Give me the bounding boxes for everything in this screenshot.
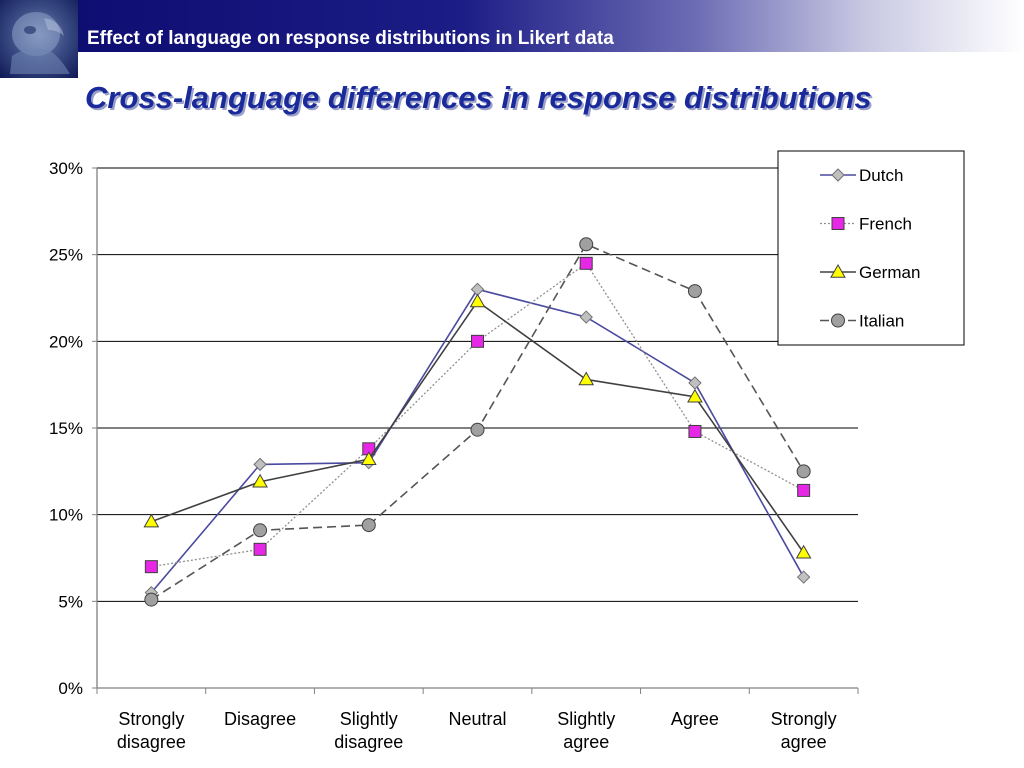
logo-icon — [0, 0, 78, 78]
data-point-french — [797, 483, 811, 497]
x-tick-label: Strongly agree — [771, 709, 837, 752]
data-point-italian — [579, 237, 594, 252]
data-point-italian — [796, 464, 811, 479]
y-tick-label: 0% — [58, 679, 83, 698]
y-tick-label: 30% — [49, 159, 83, 178]
x-tick-label: Agree — [671, 709, 719, 729]
data-point-german — [687, 388, 703, 403]
data-point-german — [795, 544, 812, 559]
data-point-german — [578, 371, 595, 386]
data-point-french — [579, 256, 593, 270]
data-point-italian — [361, 518, 376, 533]
header-title: Effect of language on response distribut… — [87, 28, 614, 49]
data-point-french — [471, 334, 484, 348]
data-point-italian — [253, 523, 268, 538]
x-tick-label: Slightly disagree — [334, 709, 403, 752]
y-tick-label: 25% — [49, 246, 83, 265]
data-point-italian — [144, 592, 159, 607]
y-tick-label: 5% — [58, 592, 83, 611]
data-point-german — [360, 451, 377, 465]
header-bar — [0, 0, 1024, 52]
data-point-dutch — [253, 457, 267, 472]
data-point-dutch — [579, 310, 593, 324]
x-tick-label: Neutral — [448, 709, 506, 729]
legend-label-german: German — [859, 263, 920, 282]
x-tick-label: Strongly disagree — [117, 709, 186, 752]
data-point-french — [144, 560, 158, 574]
data-point-italian — [470, 422, 485, 437]
data-point-german — [143, 513, 160, 528]
legend-marker-italian — [831, 313, 845, 328]
legend-label-dutch: Dutch — [859, 166, 903, 185]
data-point-german — [252, 473, 268, 488]
data-point-french — [253, 542, 267, 556]
legend-marker-french — [831, 217, 845, 230]
data-point-dutch — [688, 376, 702, 390]
data-point-french — [688, 424, 702, 438]
y-tick-label: 10% — [49, 506, 83, 525]
data-point-german — [469, 293, 486, 308]
legend-box — [777, 150, 965, 346]
legend-label-italian: Italian — [859, 312, 904, 331]
legend-label-french: French — [859, 215, 912, 234]
data-point-dutch — [796, 570, 811, 584]
data-point-italian — [687, 284, 702, 299]
legend-marker-dutch — [831, 168, 845, 182]
x-tick-label: Disagree — [224, 709, 296, 729]
slide-title: Cross-language differences in response d… — [85, 80, 872, 115]
y-tick-label: 20% — [49, 332, 83, 351]
y-tick-label: 15% — [49, 419, 83, 438]
x-tick-label: Slightly agree — [557, 709, 615, 752]
legend-marker-german — [830, 263, 846, 278]
